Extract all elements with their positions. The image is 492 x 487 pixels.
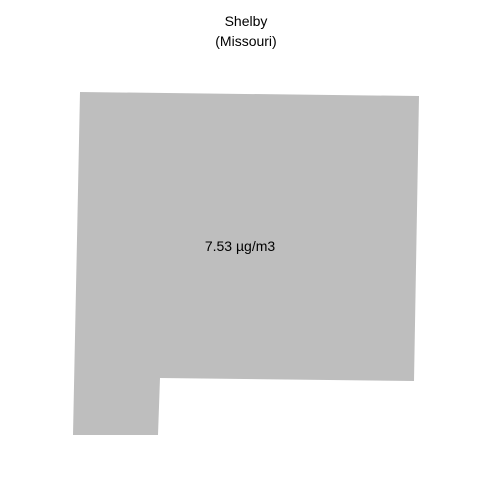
map-title-county: Shelby (224, 13, 268, 29)
county-value-label: 7.53 µg/m3 (204, 238, 276, 254)
shelby-county-shape (73, 92, 419, 435)
map-title-state: (Missouri) (215, 33, 277, 49)
